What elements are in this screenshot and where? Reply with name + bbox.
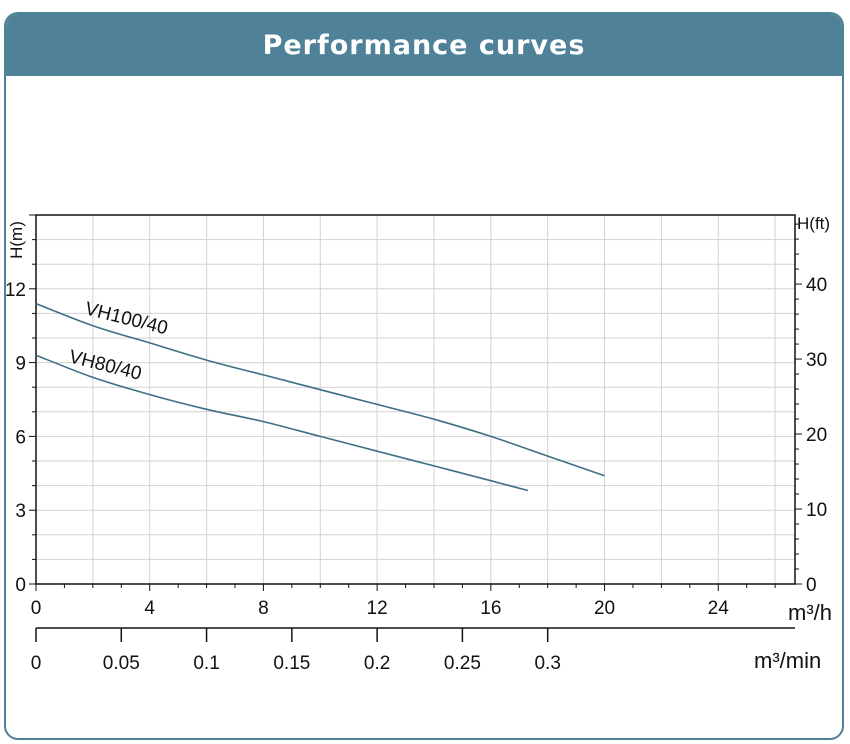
x-tick-label: 16 <box>480 598 501 619</box>
y-right-tick-label: 0 <box>806 575 817 596</box>
y-tick-label: 3 <box>15 501 26 522</box>
x-tick-label: 12 <box>367 598 388 619</box>
y-tick-label: 9 <box>15 354 26 375</box>
x-tick-label: 8 <box>258 598 269 619</box>
y-tick-label: 0 <box>15 575 26 596</box>
x-tick-label: 4 <box>144 598 155 619</box>
series-line-vh80-40 <box>35 354 528 492</box>
y-right-tick-label: 30 <box>806 350 827 371</box>
y-tick-label: 12 <box>5 280 26 301</box>
x-secondary-tick-label: 0.05 <box>103 653 140 674</box>
x-secondary-tick-label: 0.3 <box>534 653 560 674</box>
x-secondary-tick-label: 0.1 <box>193 653 219 674</box>
series-label-vh100-40: VH100/40 <box>83 298 170 339</box>
x-secondary-axis-label: m³/min <box>754 648 821 673</box>
x-secondary-tick-label: 0.15 <box>273 653 310 674</box>
x-secondary-tick-label: 0.25 <box>444 653 481 674</box>
x-axis-label: m³/h <box>788 600 832 625</box>
y-axis-label: H(m) <box>7 221 26 259</box>
x-tick-label: 0 <box>31 598 42 619</box>
x-secondary-tick-label: 0 <box>31 653 42 674</box>
x-secondary-tick-label: 0.2 <box>364 653 390 674</box>
plot-frame <box>35 214 796 585</box>
chart-title: Performance curves <box>6 14 842 76</box>
y-right-axis-label: H(ft) <box>797 214 830 233</box>
series-line-vh100-40 <box>35 302 605 477</box>
y-tick-label: 6 <box>15 427 26 448</box>
x-tick-label: 20 <box>594 598 615 619</box>
series-label-vh80-40: VH80/40 <box>67 346 144 384</box>
chart-card: Performance curves <box>4 12 844 740</box>
y-right-tick-label: 10 <box>806 500 827 521</box>
x-tick-label: 24 <box>708 598 730 619</box>
y-right-tick-label: 40 <box>806 275 827 296</box>
y-right-tick-label: 20 <box>806 425 827 446</box>
